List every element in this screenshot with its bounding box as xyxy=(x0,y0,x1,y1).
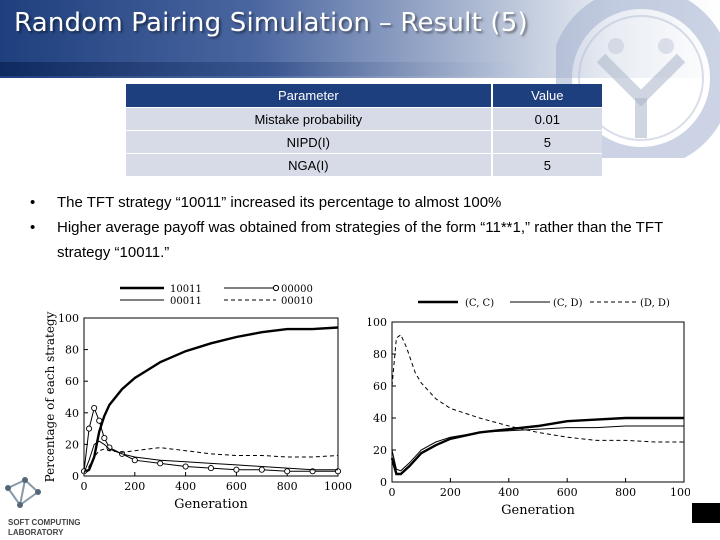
series-line xyxy=(391,334,684,443)
y-tick-label: 40 xyxy=(65,407,79,420)
table-cell: Mistake probability xyxy=(126,107,491,130)
table-cell: NIPD(I) xyxy=(126,130,491,153)
x-tick-label: 1000 xyxy=(324,480,352,493)
bullet-dot-icon: • xyxy=(30,194,36,211)
bullet-item: • The TFT strategy “10011” increased its… xyxy=(24,190,704,215)
bullet-list: • The TFT strategy “10011” increased its… xyxy=(24,190,704,265)
bullet-item: • Higher average payoff was obtained fro… xyxy=(24,215,704,265)
university-seal-icon xyxy=(556,0,720,158)
slide-title: Random Pairing Simulation – Result (5) xyxy=(14,8,528,38)
series-line xyxy=(83,326,339,474)
data-point xyxy=(207,465,215,472)
data-point xyxy=(106,444,113,451)
bullet-dot-icon: • xyxy=(30,219,36,236)
table-cell: NGA(I) xyxy=(126,153,491,176)
x-tick-label: 800 xyxy=(277,480,298,493)
x-tick-label: 200 xyxy=(124,480,145,493)
y-tick-label: 20 xyxy=(65,438,79,451)
legend-label: (C, C) xyxy=(465,298,494,309)
lab-name-line2: LABORATORY xyxy=(8,528,64,537)
legend-label: (D, D) xyxy=(640,298,670,309)
x-axis-label: Generation xyxy=(174,497,248,512)
y-tick-label: 80 xyxy=(373,348,387,361)
table-cell: 5 xyxy=(492,130,602,153)
lab-logo-icon xyxy=(5,477,41,508)
series-line xyxy=(391,425,684,472)
y-tick-label: 60 xyxy=(65,375,79,388)
y-tick-label: 100 xyxy=(58,312,79,325)
y-tick-label: 100 xyxy=(368,316,387,329)
x-tick-label: 600 xyxy=(557,486,578,499)
data-point xyxy=(233,466,240,473)
series-line xyxy=(83,447,339,474)
table-cell: 5 xyxy=(492,153,602,176)
table-header: Parameter xyxy=(126,84,491,107)
plot-frame xyxy=(391,321,685,483)
header-band xyxy=(0,62,540,76)
table-cell: 0.01 xyxy=(492,107,602,130)
data-point xyxy=(182,463,189,470)
legend-label: 00010 xyxy=(281,296,313,307)
data-point xyxy=(131,457,138,464)
x-tick-label: 200 xyxy=(440,486,461,499)
corner-block xyxy=(692,503,720,523)
x-tick-label: 1000 xyxy=(670,486,690,499)
lab-name-line1: SOFT COMPUTING xyxy=(8,518,81,527)
lab-name: SOFT COMPUTING LABORATORY xyxy=(8,518,80,538)
legend-label: (C, D) xyxy=(553,298,583,309)
y-axis-label: Percentage of each strategy xyxy=(43,311,57,482)
legend-label: 00011 xyxy=(170,296,202,307)
y-tick-label: 80 xyxy=(65,344,79,357)
y-tick-label: 60 xyxy=(373,380,387,393)
y-tick-label: 0 xyxy=(72,470,79,483)
data-point xyxy=(91,405,98,412)
y-tick-label: 40 xyxy=(373,412,387,425)
table-header-row: Parameter Value xyxy=(126,84,602,107)
table-row: NIPD(I) 5 xyxy=(126,130,602,153)
legend-marker xyxy=(272,284,280,292)
table-row: Mistake probability 0.01 xyxy=(126,107,602,130)
table-row: NGA(I) 5 xyxy=(126,153,602,176)
plot-frame xyxy=(83,317,339,477)
x-tick-label: 400 xyxy=(498,486,519,499)
legend-label: 00000 xyxy=(281,284,313,295)
series-line xyxy=(83,406,338,472)
x-tick-label: 400 xyxy=(175,480,196,493)
legend-label: 10011 xyxy=(170,284,202,295)
x-tick-label: 0 xyxy=(389,486,396,499)
data-point xyxy=(101,435,108,442)
combination-chart: 02004006008001000020406080100GenerationP… xyxy=(368,298,690,518)
data-point xyxy=(96,417,103,424)
data-point xyxy=(284,468,291,475)
x-tick-label: 800 xyxy=(615,486,636,499)
x-axis-label: Generation xyxy=(501,503,575,518)
table-header: Value xyxy=(492,84,602,107)
bullet-text: The TFT strategy “10011” increased its p… xyxy=(57,194,502,211)
y-tick-label: 0 xyxy=(380,476,387,489)
y-tick-label: 20 xyxy=(373,444,387,457)
parameter-table: Parameter Value Mistake probability 0.01… xyxy=(124,84,604,176)
strategy-chart: 0 200 400 600 800 1000 0 20 40 60 80 100 Generation P… xyxy=(43,284,352,512)
bullet-text: Higher average payoff was obtained from … xyxy=(57,219,663,261)
data-point xyxy=(157,460,164,467)
x-tick-label: 0 xyxy=(81,480,88,493)
series-line xyxy=(83,440,338,473)
data-point xyxy=(86,425,93,432)
x-tick-label: 600 xyxy=(226,480,247,493)
data-point xyxy=(258,466,265,473)
